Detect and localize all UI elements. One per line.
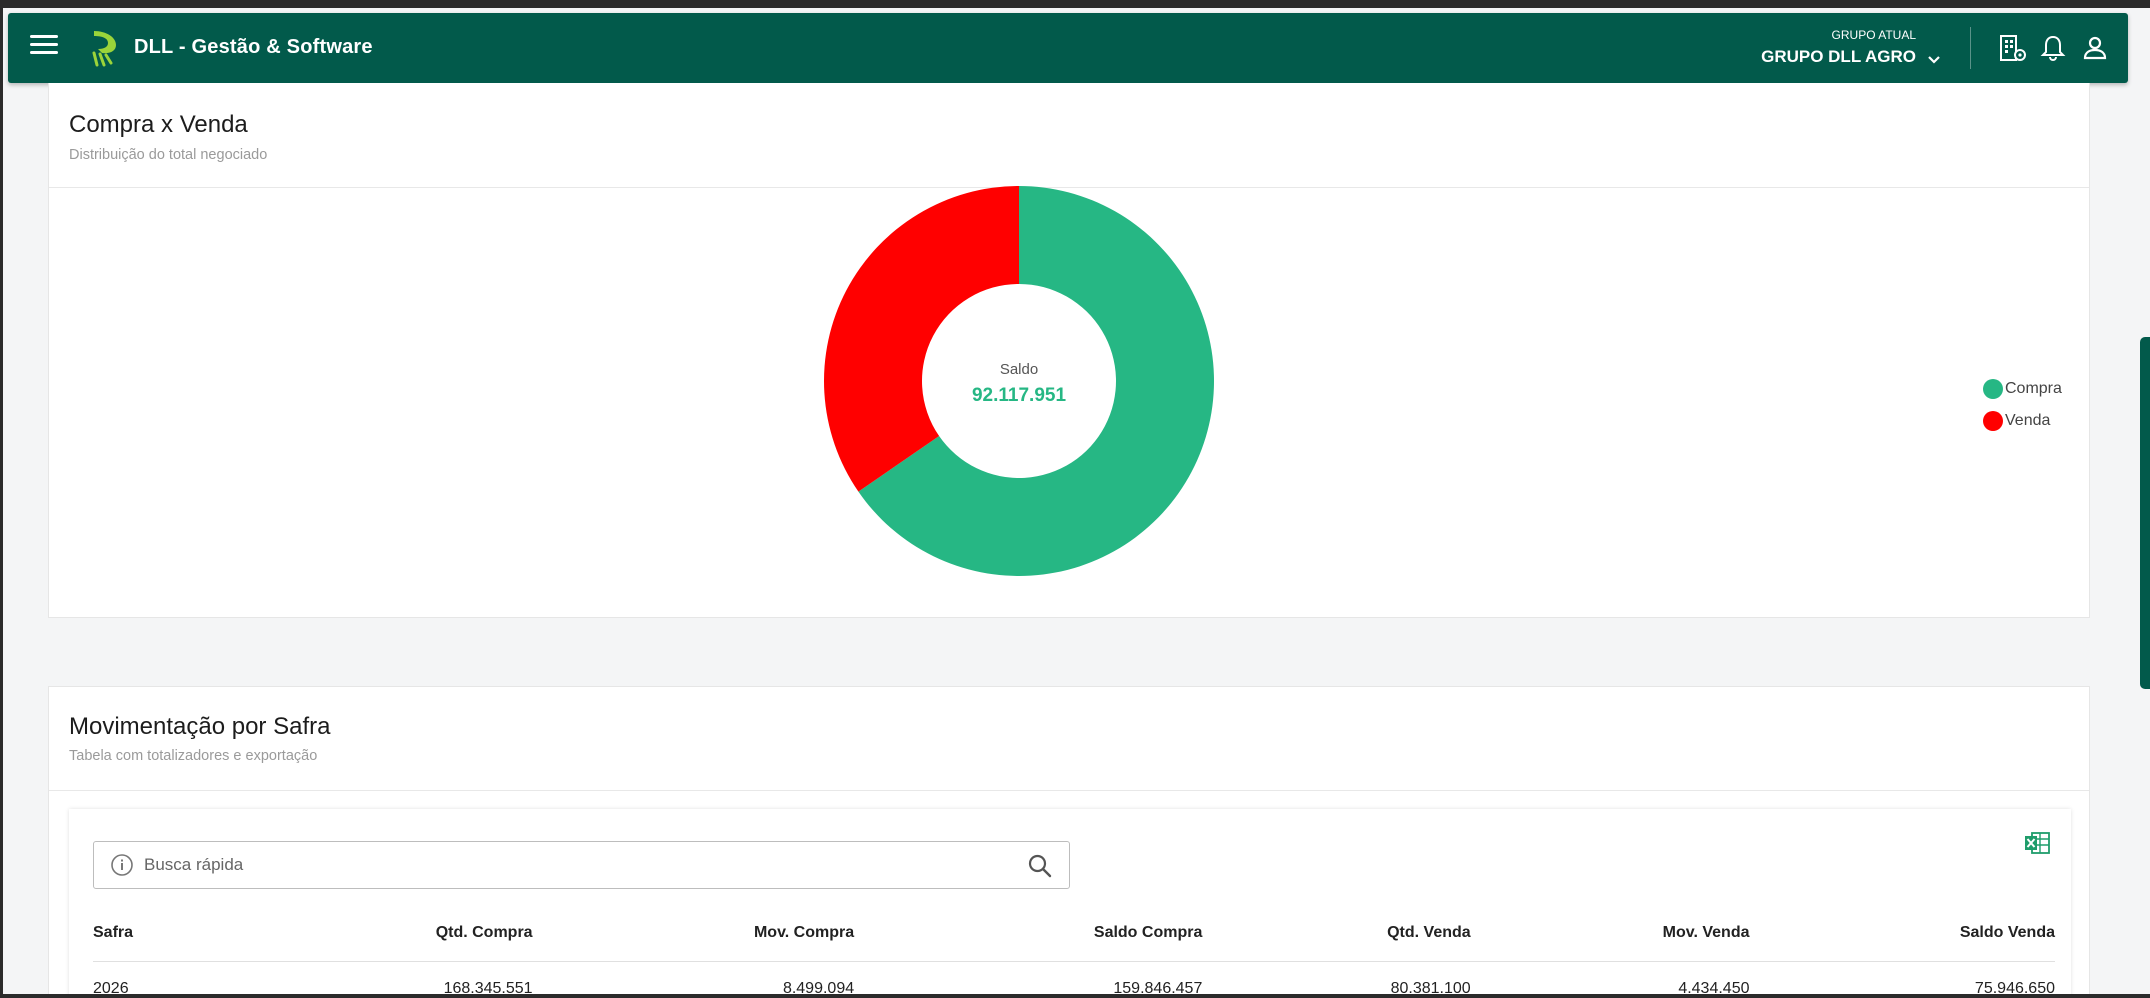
movimentacao-card: Movimentação por Safra Tabela com totali…: [48, 686, 2090, 998]
card-divider: [49, 790, 2089, 791]
excel-export-icon[interactable]: [2023, 829, 2051, 857]
table-cell: 159.846.457: [1113, 980, 1203, 998]
table-cell: 168.345.551: [443, 980, 533, 998]
safra-table: Safra Qtd. Compra Mov. Compra Saldo Compra Q…: [93, 905, 2055, 998]
group-value: GRUPO DLL AGRO: [1761, 47, 1916, 66]
header-divider: [1970, 27, 1971, 69]
top-app-bar: DLL - Gestão & Software GRUPO ATUAL GRUP…: [8, 13, 2128, 83]
card-title: Movimentação por Safra: [69, 713, 331, 740]
column-header[interactable]: Mov. Compra: [532, 905, 855, 962]
building-settings-icon[interactable]: [1997, 33, 2027, 63]
donut-center-value: 92.117.951: [972, 385, 1066, 406]
legend-item-compra[interactable]: Compra: [1983, 373, 2062, 405]
table-cell: 75.946.650: [1974, 980, 2055, 998]
chevron-down-icon: [1928, 56, 1940, 64]
legend-label: Venda: [2005, 412, 2051, 429]
column-header[interactable]: Safra: [93, 905, 222, 962]
column-header[interactable]: Saldo Compra: [854, 905, 1203, 962]
app-title: DLL - Gestão & Software: [134, 36, 373, 58]
chart-legend: Compra Venda: [1983, 373, 2062, 437]
table-header-row: Safra Qtd. Compra Mov. Compra Saldo Compra Q…: [93, 905, 2055, 962]
search-icon[interactable]: [1027, 853, 1053, 879]
column-header[interactable]: Saldo Venda: [1749, 905, 2055, 962]
group-selector[interactable]: GRUPO ATUAL GRUPO DLL AGRO: [1761, 28, 1942, 67]
column-header[interactable]: Mov. Venda: [1470, 905, 1750, 962]
compra-venda-card: Compra x Venda Distribuição do total neg…: [48, 83, 2090, 618]
donut-center-label: Saldo: [1000, 361, 1038, 378]
table-cell: 8.499.094: [782, 980, 855, 998]
legend-label: Compra: [2005, 380, 2062, 397]
donut-slice-venda[interactable]: [824, 186, 1019, 492]
bell-icon[interactable]: [2038, 33, 2068, 63]
scrollbar-thumb[interactable]: [2140, 337, 2150, 689]
donut-slice-compra[interactable]: [858, 186, 1214, 576]
legend-dot: [1983, 411, 2003, 431]
card-subtitle: Distribuição do total negociado: [69, 147, 268, 163]
window-frame-top: [0, 0, 2150, 8]
user-icon[interactable]: [2080, 33, 2110, 63]
card-subtitle: Tabela com totalizadores e exportação: [69, 748, 318, 764]
info-icon: [111, 854, 133, 876]
column-header[interactable]: Qtd. Venda: [1202, 905, 1471, 962]
column-header[interactable]: Qtd. Compra: [221, 905, 533, 962]
table-cell: 2026: [93, 980, 129, 998]
search-input[interactable]: [144, 842, 1024, 888]
table-cell: 4.434.450: [1678, 980, 1750, 998]
window-frame-bottom: [0, 994, 2150, 998]
menu-icon[interactable]: [30, 35, 58, 59]
table-cell: 80.381.100: [1390, 980, 1471, 998]
card-divider: [49, 187, 2089, 188]
logo-icon: [92, 31, 116, 67]
donut-chart: Saldo 92.117.951: [824, 186, 1214, 576]
legend-item-venda[interactable]: Venda: [1983, 405, 2062, 437]
window-frame-left: [0, 0, 3, 998]
legend-dot: [1983, 379, 2003, 399]
search-box: [93, 841, 1070, 889]
card-title: Compra x Venda: [69, 111, 248, 138]
group-label: GRUPO ATUAL: [1831, 28, 1916, 42]
table-row[interactable]: 2026 168.345.551 8.499.094 159.846.457 80.38…: [93, 961, 2055, 998]
